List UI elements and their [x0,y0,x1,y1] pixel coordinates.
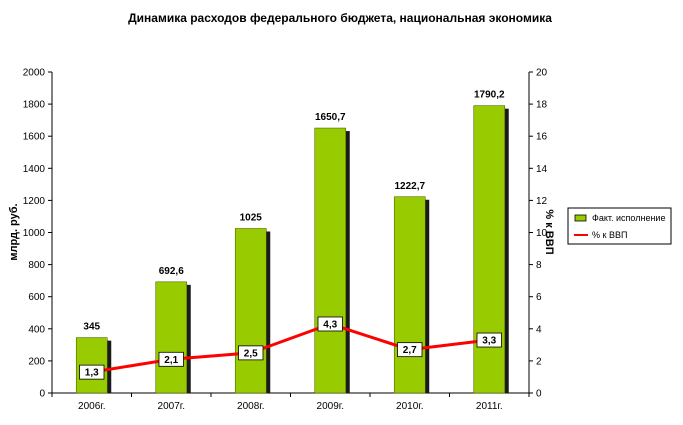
y2-tick-label: 0 [536,389,542,400]
y2-tick-label: 6 [536,292,542,303]
y2-tick-label: 8 [536,260,542,271]
y-tick-label: 1400 [23,164,46,175]
y-tick-label: 800 [28,260,45,271]
y2-tick-label: 4 [536,324,542,335]
legend-bar-label: Факт. исполнение [592,213,665,223]
line-data-label: 1,3 [85,368,99,379]
line-data-label: 2,5 [244,348,258,359]
y-tick-label: 1600 [23,132,46,143]
line-path [91,322,490,374]
y2-tick-label: 20 [536,68,548,79]
line-data-label-box [238,345,264,361]
line-series [91,322,490,374]
line-data-label: 4,3 [323,319,337,330]
line-data-label: 3,3 [482,336,496,347]
legend: Факт. исполнение % к ВВП [567,207,672,245]
bar-data-label: 1790,2 [474,90,505,101]
x-tick-label: 2006г. [78,401,105,412]
y-tick-label: 400 [28,324,45,335]
y-tick-label: 1000 [23,228,46,239]
chart-title: Динамика расходов федерального бюджета, … [128,11,552,25]
line-data-label: 2,1 [164,355,178,366]
y-tick-label: 200 [28,356,45,367]
y-tick-label: 2000 [23,68,46,79]
line-labels: 1,3 2,1 2,5 4,3 2,7 3,3 [79,316,502,380]
y2-tick-label: 12 [536,196,548,207]
line-data-label-box [158,351,184,367]
right-axis: 0 2 4 6 8 10 12 14 16 18 20 [529,68,548,400]
line-data-label: 2,7 [403,345,417,356]
x-tick-label: 2010г. [396,401,423,412]
line-data-label-box [476,332,502,348]
legend-line-label: % к ВВП [592,230,627,240]
bar-data-label: 1650,7 [315,112,346,123]
line-data-label-box [397,342,423,358]
y-tick-label: 1200 [23,196,46,207]
bar [155,281,188,394]
x-tick-label: 2009г. [317,401,344,412]
legend-box [567,207,672,245]
bars [75,105,509,394]
x-axis: 2006г. 2007г. 2008г. 2009г. 2010г. 2011г. [51,393,530,412]
x-tick-label: 2007г. [158,401,185,412]
left-axis: 0 200 400 600 800 1000 1200 1400 1600 1800 2000 [23,68,52,400]
y-tick-label: 1800 [23,100,46,111]
line-data-label-box [79,364,105,380]
y2-axis-title: % к ВВП [543,209,555,254]
bar-data-label: 1025 [240,212,263,223]
bar-data-label: 1222,7 [394,181,425,192]
y-tick-label: 600 [28,292,45,303]
x-tick-label: 2011г. [476,401,503,412]
y2-tick-label: 16 [536,132,548,143]
y-tick-label: 0 [39,389,45,400]
x-tick-label: 2008г. [237,401,264,412]
y-axis-title: млрд. руб. [8,203,20,260]
y2-tick-label: 2 [536,356,542,367]
bar-data-label: 692,6 [159,266,184,277]
y2-tick-label: 14 [536,164,548,175]
line-data-label-box [317,316,343,332]
bar [314,127,347,394]
bar [234,228,267,394]
bar-data-label: 345 [83,322,100,333]
bar [393,196,426,394]
y2-tick-label: 18 [536,100,548,111]
bar-labels: 345 692,6 1025 1650,7 1222,7 1790,2 [83,90,505,333]
legend-bar-swatch [574,214,587,222]
y2-tick-label: 10 [536,228,548,239]
bar [473,105,506,394]
